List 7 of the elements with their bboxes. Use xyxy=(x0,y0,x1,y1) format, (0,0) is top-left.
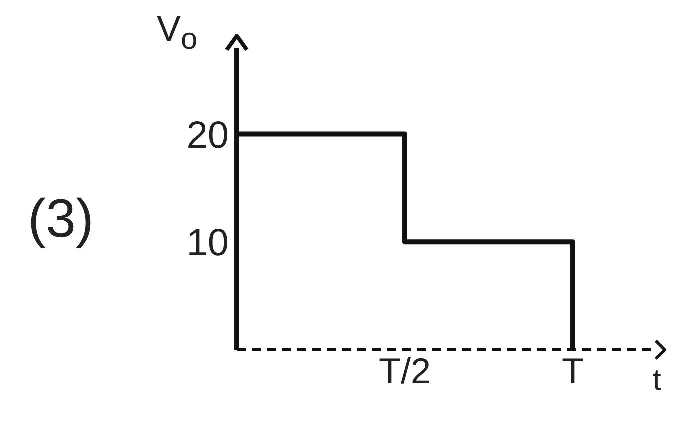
y-axis-title: V$_{o}$ xyxy=(157,8,198,58)
y-tick-label: 20 xyxy=(186,114,229,157)
x-tick-label: T xyxy=(562,350,584,392)
x-tick-label: T/2 xyxy=(378,350,432,392)
text: (3) xyxy=(28,188,94,250)
x-axis-title: t xyxy=(653,364,662,398)
y-tick-label: 10 xyxy=(186,222,229,265)
